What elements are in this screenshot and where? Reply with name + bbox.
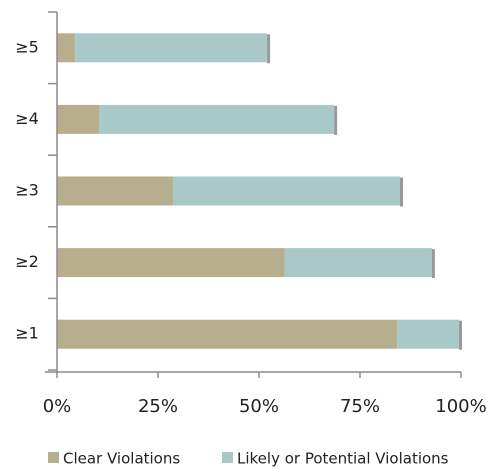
bar-shadow bbox=[431, 249, 435, 279]
x-tick-label: 50% bbox=[239, 396, 279, 417]
y-tick-label: ≥4 bbox=[15, 109, 39, 128]
y-tick-label: ≥2 bbox=[15, 252, 39, 271]
bar-segment bbox=[284, 248, 432, 278]
x-tick-label: 75% bbox=[340, 396, 380, 417]
x-tick-label: 100% bbox=[435, 396, 486, 417]
bar-shadow bbox=[334, 105, 338, 135]
bar-segment bbox=[397, 319, 459, 349]
bar-segment bbox=[57, 176, 173, 206]
y-tick-label: ≥1 bbox=[15, 324, 39, 343]
bar-segment bbox=[57, 33, 76, 63]
legend-label: Likely or Potential Violations bbox=[237, 450, 449, 468]
y-tick-label: ≥3 bbox=[15, 181, 39, 200]
legend-label: Clear Violations bbox=[63, 450, 180, 468]
bar-segment bbox=[172, 176, 400, 206]
bar-segment bbox=[57, 319, 398, 349]
bar-segment bbox=[57, 248, 285, 278]
x-tick-label: 25% bbox=[138, 396, 178, 417]
bar-segment bbox=[99, 104, 335, 134]
x-tick-label: 0% bbox=[43, 396, 72, 417]
bar-shadow bbox=[458, 320, 462, 350]
bar-shadow bbox=[399, 177, 403, 207]
y-tick-label: ≥5 bbox=[15, 37, 39, 56]
bar-segment bbox=[57, 104, 100, 134]
bar-shadow bbox=[267, 34, 271, 64]
legend-swatch bbox=[222, 452, 233, 463]
bar-segment bbox=[75, 33, 268, 63]
legend-swatch bbox=[48, 452, 59, 463]
